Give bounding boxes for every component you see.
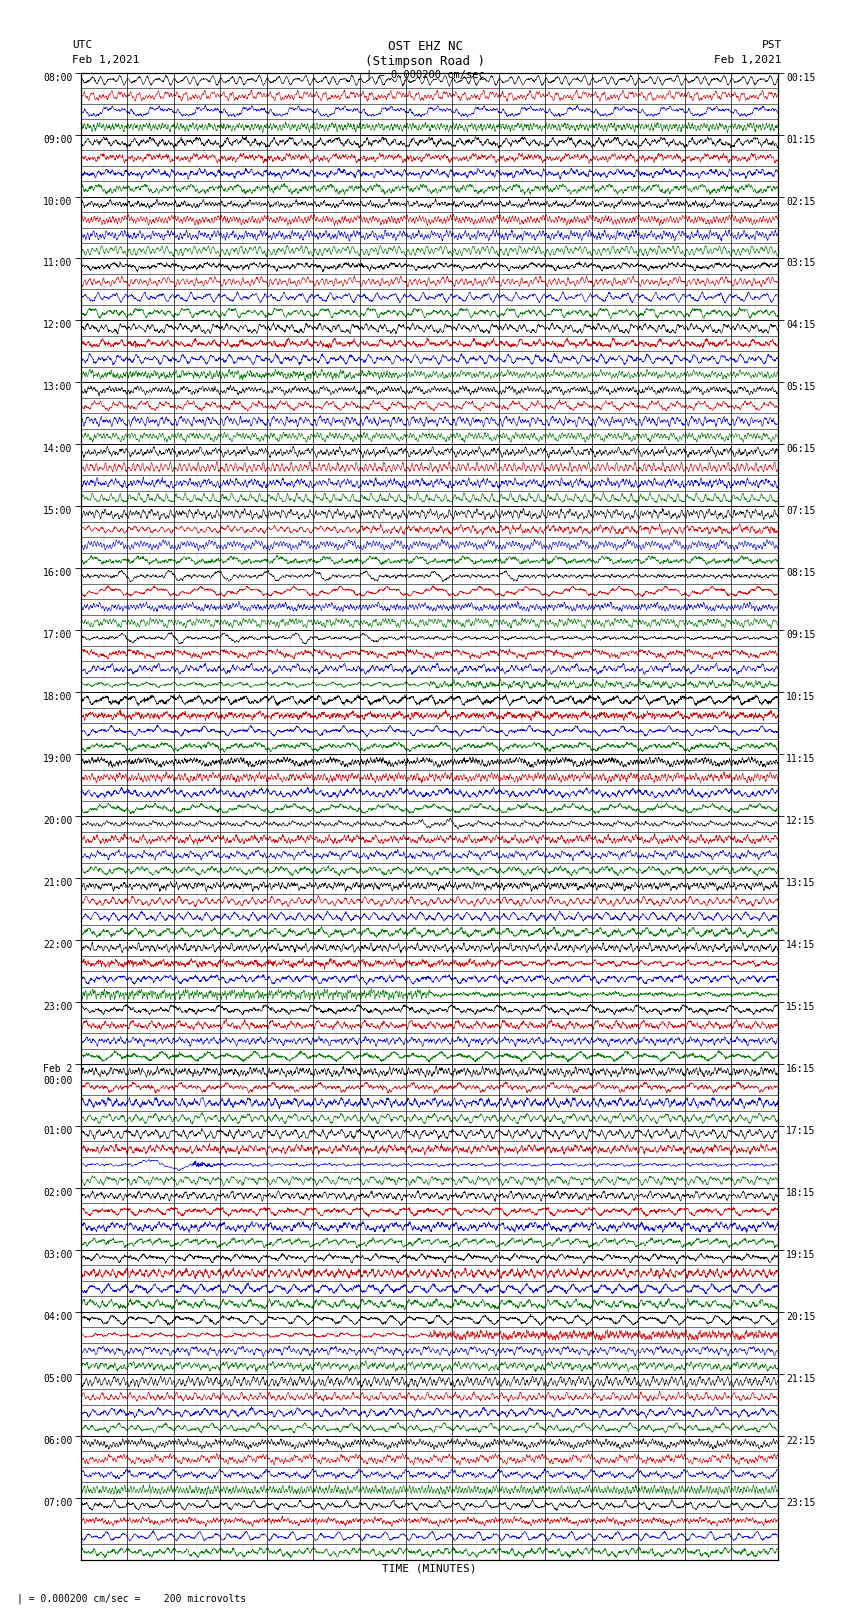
Text: (Stimpson Road ): (Stimpson Road ) bbox=[365, 55, 485, 68]
Text: | = 0.000200 cm/sec =    200 microvolts: | = 0.000200 cm/sec = 200 microvolts bbox=[17, 1594, 246, 1605]
Text: | = 0.000200 cm/sec: | = 0.000200 cm/sec bbox=[366, 69, 484, 81]
Text: OST EHZ NC: OST EHZ NC bbox=[388, 40, 462, 53]
X-axis label: TIME (MINUTES): TIME (MINUTES) bbox=[382, 1565, 477, 1574]
Text: Feb 1,2021: Feb 1,2021 bbox=[715, 55, 782, 65]
Text: UTC: UTC bbox=[72, 40, 93, 50]
Text: Feb 1,2021: Feb 1,2021 bbox=[72, 55, 139, 65]
Text: PST: PST bbox=[762, 40, 782, 50]
